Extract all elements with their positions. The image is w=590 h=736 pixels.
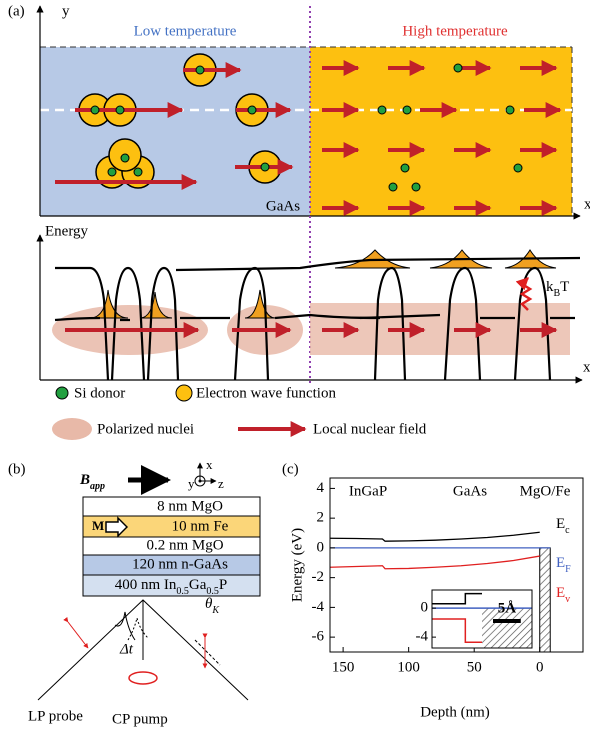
legend: Si donor Electron wave function Polarize… — [52, 385, 427, 440]
panel-label: (b) — [8, 461, 26, 477]
inset-y-tick-label: -4 — [416, 629, 429, 645]
text-part: F — [565, 564, 571, 575]
text-part: E — [556, 516, 565, 532]
text-part: K — [211, 605, 220, 616]
y-axis-label: Energy (eV) — [289, 528, 305, 602]
y-tick-label: 0 — [317, 539, 325, 555]
layer-label: 10 nm Fe — [172, 518, 229, 534]
legend-marker — [52, 418, 92, 440]
y-tick-label: -2 — [312, 569, 325, 585]
legend-label: Si donor — [74, 385, 125, 401]
text-part: v — [565, 594, 570, 605]
text-part: E — [556, 585, 565, 601]
magnetization-label: M — [92, 518, 104, 533]
polarization-circle — [129, 672, 157, 684]
field-label: Bapp — [79, 472, 105, 491]
region-label: GaAs — [453, 483, 487, 499]
y-tick-label: 2 — [317, 510, 325, 526]
text-part: T — [560, 279, 569, 295]
region-title: Low temperature — [134, 23, 237, 39]
layer-label: 0.2 nm MgO — [146, 537, 223, 553]
text-part: P — [219, 577, 227, 593]
series-label: EF — [556, 555, 571, 574]
x-tick-label: 50 — [467, 659, 482, 675]
text-part: E — [556, 555, 565, 571]
text-part: B — [79, 472, 90, 488]
legend-label: Local nuclear field — [313, 421, 427, 437]
x-tick-label: 0 — [536, 659, 544, 675]
delay-label: Δt — [119, 641, 134, 657]
layer-label: 8 nm MgO — [157, 498, 223, 514]
axis-label: Energy — [45, 223, 89, 239]
panel-c: (c) Depth (nm) Energy (eV) InGaP GaAs Mg… — [282, 461, 583, 720]
x-tick-label: 100 — [397, 659, 420, 675]
layer-label: 120 nm n-GaAs — [132, 556, 228, 572]
text-part: 0.5 — [206, 586, 219, 597]
energy-curve — [330, 556, 540, 569]
metal-region — [540, 548, 550, 652]
panel-a-energy: Energy x kBT — [40, 223, 590, 380]
legend-marker — [176, 385, 192, 401]
y-tick-label: 4 — [317, 480, 325, 496]
region-label: InGaP — [349, 483, 387, 499]
figure: (a) y x Low temperature High temperature… — [0, 0, 590, 736]
inset-y-tick-label: 0 — [421, 600, 429, 616]
axis-label: y — [188, 476, 195, 491]
axis-label: x — [584, 196, 590, 212]
kerr-angle-label: θK — [205, 596, 220, 615]
series-label: Ev — [556, 585, 570, 604]
x-tick-label: 150 — [332, 659, 355, 675]
axis-label: y — [62, 3, 70, 19]
beam-label: CP pump — [112, 711, 168, 727]
panel-label: (a) — [8, 3, 25, 19]
high-temperature-region — [310, 47, 572, 216]
scale-bar — [493, 619, 521, 623]
text-part: 0.5 — [176, 586, 189, 597]
region-title: High temperature — [402, 23, 508, 39]
axis-label: z — [218, 476, 224, 491]
series-label: Ec — [556, 516, 570, 535]
low-temperature-region — [40, 47, 310, 216]
legend-label: Polarized nuclei — [97, 421, 194, 437]
scale-bar-label: 5Å — [498, 600, 517, 616]
text-part: c — [565, 525, 570, 536]
panel-b: (b) Bapp x y z 8 nm MgO 10 nm Fe 0.2 nm … — [8, 457, 260, 727]
text-part: Ga — [189, 577, 207, 593]
thermal-energy-label: kBT — [546, 279, 569, 298]
beam-label: LP probe — [28, 708, 83, 724]
axis-label: x — [583, 359, 590, 375]
y-tick-label: -6 — [312, 629, 325, 645]
region-label: MgO/Fe — [520, 483, 571, 499]
material-label: GaAs — [266, 198, 300, 214]
text-part: app — [90, 481, 105, 492]
text-part: 400 nm In — [115, 577, 177, 593]
axis-label: x — [206, 457, 213, 472]
energy-curve — [330, 532, 540, 541]
panel-label: (c) — [282, 461, 299, 477]
x-axis-label: Depth (nm) — [420, 704, 490, 720]
legend-label: Electron wave function — [196, 385, 336, 401]
legend-marker — [56, 387, 68, 399]
y-tick-label: -4 — [312, 599, 325, 615]
